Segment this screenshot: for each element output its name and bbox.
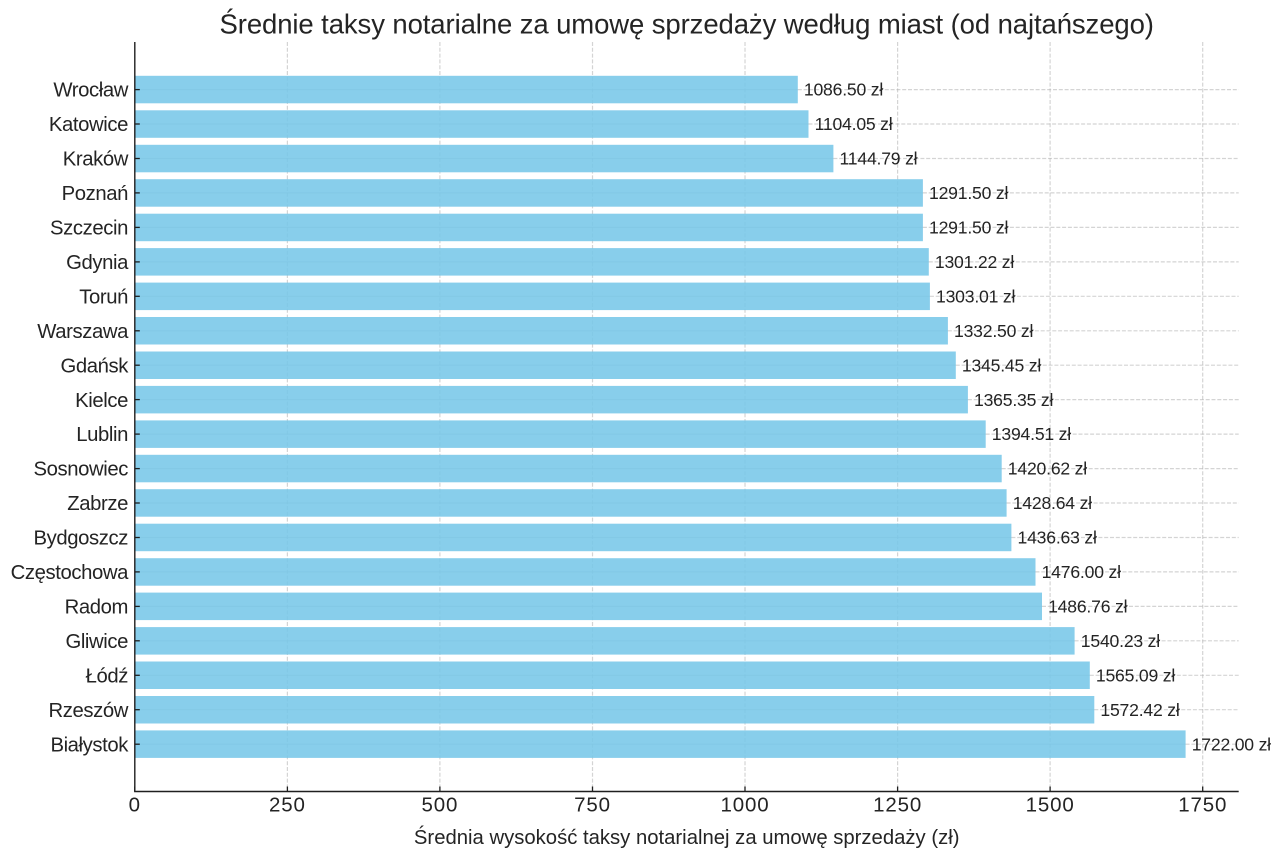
svg-text:Toruń: Toruń [79,286,128,308]
svg-text:Gdynia: Gdynia [66,252,129,274]
svg-text:Katowice: Katowice [49,114,128,136]
svg-text:Poznań: Poznań [62,183,128,205]
svg-text:Bydgoszcz: Bydgoszcz [34,528,129,550]
svg-text:Rzeszów: Rzeszów [49,700,129,722]
svg-text:Sosnowiec: Sosnowiec [34,459,129,481]
svg-text:1565.09 zł: 1565.09 zł [1096,665,1175,685]
svg-text:Średnie taksy notarialne za um: Średnie taksy notarialne za umowę sprzed… [220,7,1154,39]
svg-text:1486.76 zł: 1486.76 zł [1048,597,1127,617]
svg-text:1500: 1500 [1026,794,1075,817]
svg-text:1332.50 zł: 1332.50 zł [954,321,1033,341]
svg-text:Warszawa: Warszawa [37,321,129,343]
svg-text:1144.79 zł: 1144.79 zł [840,149,918,169]
svg-text:1291.50 zł: 1291.50 zł [929,218,1008,238]
svg-text:1722.00 zł: 1722.00 zł [1192,734,1271,754]
svg-text:750: 750 [574,794,611,817]
svg-text:1428.64 zł: 1428.64 zł [1013,493,1092,513]
svg-text:1540.23 zł: 1540.23 zł [1081,631,1160,651]
svg-text:1291.50 zł: 1291.50 zł [929,183,1008,203]
svg-text:1420.62 zł: 1420.62 zł [1008,459,1087,479]
svg-text:Częstochowa: Częstochowa [11,562,129,584]
svg-text:1250: 1250 [873,794,922,817]
svg-text:Zabrze: Zabrze [67,493,128,515]
svg-text:1572.42 zł: 1572.42 zł [1100,700,1179,720]
svg-text:1476.00 zł: 1476.00 zł [1042,562,1121,582]
svg-text:1436.63 zł: 1436.63 zł [1018,528,1097,548]
svg-text:1750: 1750 [1178,794,1227,817]
svg-text:1345.45 zł: 1345.45 zł [962,355,1041,375]
svg-text:0: 0 [129,794,141,817]
svg-text:500: 500 [422,794,459,817]
svg-text:Średnia wysokość taksy notaria: Średnia wysokość taksy notarialnej za um… [414,825,960,849]
svg-text:Szczecin: Szczecin [50,218,128,240]
svg-text:Łódź: Łódź [86,665,129,687]
svg-text:Kielce: Kielce [75,390,128,412]
svg-text:Lublin: Lublin [76,424,128,446]
svg-text:250: 250 [269,794,306,817]
svg-text:Gliwice: Gliwice [65,631,128,653]
svg-text:Kraków: Kraków [63,149,129,171]
svg-text:1000: 1000 [720,794,769,817]
svg-text:1104.05 zł: 1104.05 zł [815,114,893,134]
svg-text:1086.50 zł: 1086.50 zł [804,80,883,100]
svg-text:Gdańsk: Gdańsk [61,355,130,377]
svg-text:Białystok: Białystok [50,734,129,756]
svg-text:1365.35 zł: 1365.35 zł [974,390,1053,410]
svg-text:Wrocław: Wrocław [53,80,128,102]
svg-text:1301.22 zł: 1301.22 zł [935,252,1014,272]
svg-text:Radom: Radom [65,597,128,619]
svg-text:1303.01 zł: 1303.01 zł [936,286,1015,306]
svg-text:1394.51 zł: 1394.51 zł [992,424,1071,444]
